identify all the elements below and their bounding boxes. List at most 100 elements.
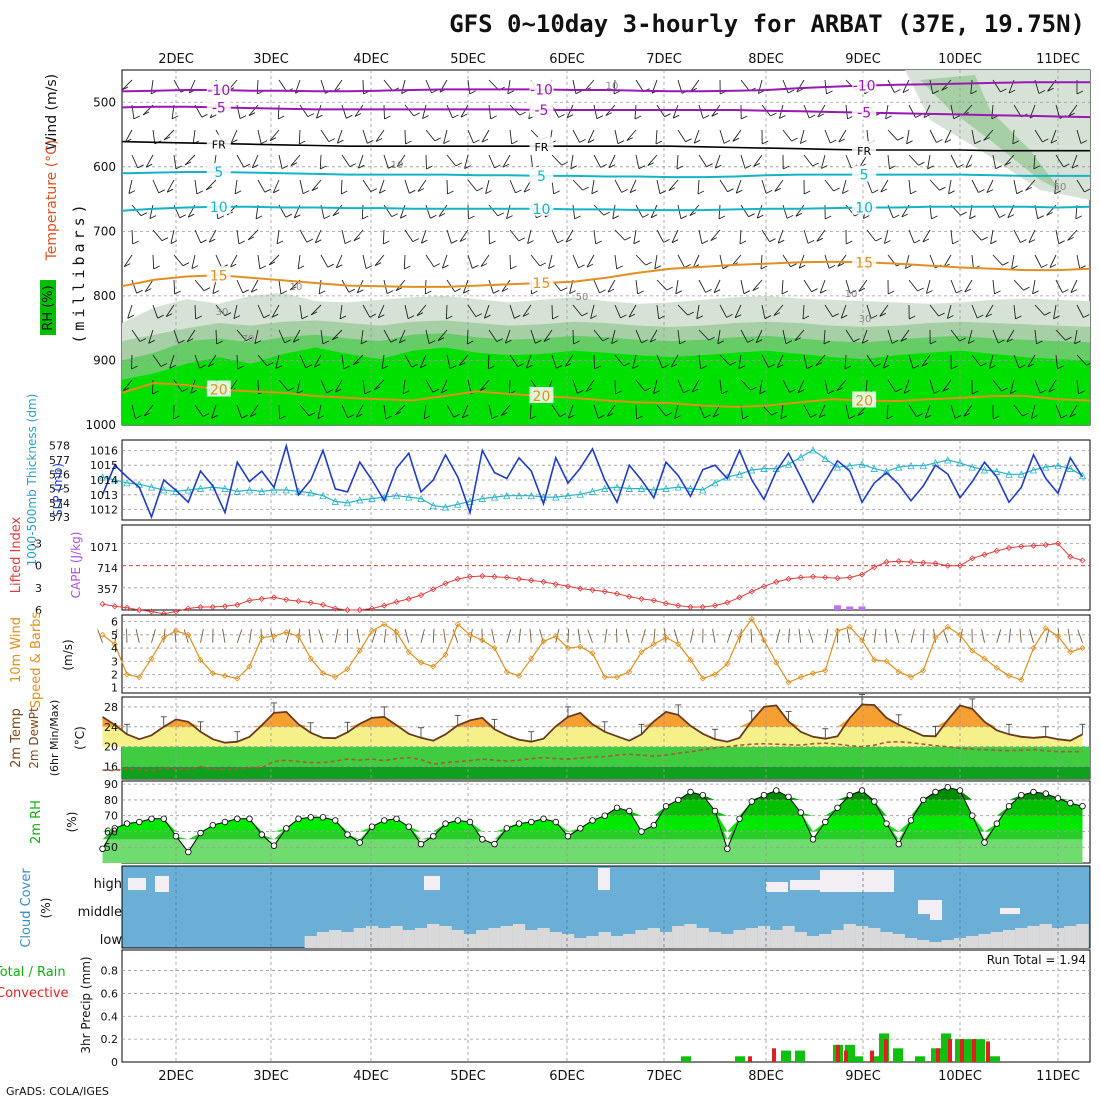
rh-point [296, 816, 302, 822]
isotherm-label: FR [212, 139, 226, 152]
precip-conv-bar [948, 1039, 952, 1062]
isotherm-label: -10 [530, 82, 553, 98]
precip-axis-label: 3hr Precip (mm) [79, 956, 93, 1053]
cloud-low-bar [929, 942, 941, 948]
cloud-low-bar [991, 932, 1003, 948]
precip-total-bar [781, 1051, 791, 1062]
cloud-level-label: high [94, 877, 122, 892]
rh-point [467, 819, 473, 825]
cloud-low-bar [488, 928, 500, 948]
cloud-low-bar [366, 926, 378, 948]
rh-point [786, 794, 792, 800]
slp-tick-label: 1015 [90, 459, 118, 472]
rh-point [553, 819, 559, 825]
y-tick-label: 600 [93, 160, 116, 174]
wind-tick-label: 2 [111, 668, 118, 681]
rh-point [590, 818, 596, 824]
cloud-low-bar [978, 934, 990, 948]
rh-point [284, 826, 290, 832]
isotherm-label: -5 [534, 103, 548, 119]
rh-contour-label: 50 [576, 292, 589, 303]
rh-point [357, 840, 363, 846]
rh-2m-label: 2m RH [29, 800, 44, 844]
rh-point [859, 788, 865, 794]
isotherm-label: 15 [533, 276, 551, 292]
upper-temp-label: Temperature (°C) [44, 140, 60, 262]
precip-conv-bar [884, 1039, 888, 1062]
precip-conv-bar [960, 1039, 964, 1062]
rh-tick-label: 60 [104, 825, 118, 838]
rh-point [320, 815, 326, 821]
cloud-low-bar [427, 924, 439, 948]
wind-speed-label: Speed & Barbs [29, 612, 44, 709]
cloud-low-bar [1064, 926, 1076, 948]
rh-contour-label: 30 [216, 307, 229, 318]
x-tick-label: 5DEC [450, 1069, 486, 1084]
cloud-low-bar [464, 934, 476, 948]
rh-point [492, 841, 498, 847]
slp-tick-label: 1016 [90, 444, 118, 457]
rh-point [1055, 796, 1061, 802]
rh-point [431, 833, 437, 839]
slp-tick-label: 1012 [90, 504, 118, 517]
rh-point [663, 803, 669, 809]
x-tick-label: 5DEC [450, 52, 486, 67]
cloud-low-bar [905, 938, 917, 948]
x-tick-label: 3DEC [253, 1069, 289, 1084]
cape-label: CAPE (J/kg) [69, 532, 83, 599]
rh-point [1031, 789, 1037, 795]
x-tick-label: 4DEC [353, 52, 389, 67]
isotherm-label: -5 [857, 106, 871, 122]
cloud-low-bar [1003, 930, 1015, 948]
isotherm-label: 10 [210, 200, 228, 216]
rh-point [541, 816, 547, 822]
cloud-low-bar [513, 924, 525, 948]
slp-tick-label: 1014 [90, 474, 118, 487]
cloud-middle-patch [1000, 908, 1020, 914]
isotherm-label: 10 [533, 202, 551, 218]
x-tick-label: 2DEC [158, 1069, 194, 1084]
y-tick-label: 500 [93, 95, 116, 109]
precip-tick-label: 0.2 [101, 1033, 119, 1046]
wind-barb [552, 305, 553, 319]
surface-temp-unit: (°C) [73, 726, 87, 750]
cloud-low-bar [709, 932, 721, 948]
precip-conv-bar [836, 1045, 840, 1062]
cloud-low-bar [501, 926, 513, 948]
x-tick-label: 6DEC [549, 1069, 585, 1084]
wind-barb [594, 355, 595, 369]
x-tick-label: 6DEC [549, 52, 585, 67]
x-tick-label: 4DEC [353, 1069, 389, 1084]
cloud-low-bar [746, 928, 758, 948]
wind-barb [568, 629, 569, 643]
cloud-low-bar [1015, 928, 1027, 948]
isotherm-label: 20 [210, 383, 228, 399]
rh-point [602, 813, 608, 819]
x-tick-label: 10DEC [938, 1069, 982, 1084]
cloud-low-bar [341, 932, 353, 948]
cape-tick-label: 357 [97, 583, 118, 596]
cloud-low-bar [758, 926, 770, 948]
x-tick-label: 11DEC [1036, 52, 1080, 67]
precip-conv-bar [972, 1039, 976, 1062]
rh-point [884, 821, 890, 827]
cloud-low-bar [635, 930, 647, 948]
rh-point [173, 833, 179, 839]
rh-point [896, 841, 902, 847]
wind-barb [510, 255, 511, 269]
cloud-low-bar [880, 932, 892, 948]
rh-point [271, 843, 277, 849]
rh-point [1068, 800, 1074, 806]
rh-point [222, 819, 228, 825]
x-tick-label: 3DEC [253, 52, 289, 67]
li-tick-label: 3 [35, 582, 42, 595]
rh-point [614, 805, 620, 811]
cloud-low-bar [623, 934, 635, 948]
precip-tick-label: 0 [111, 1056, 118, 1069]
